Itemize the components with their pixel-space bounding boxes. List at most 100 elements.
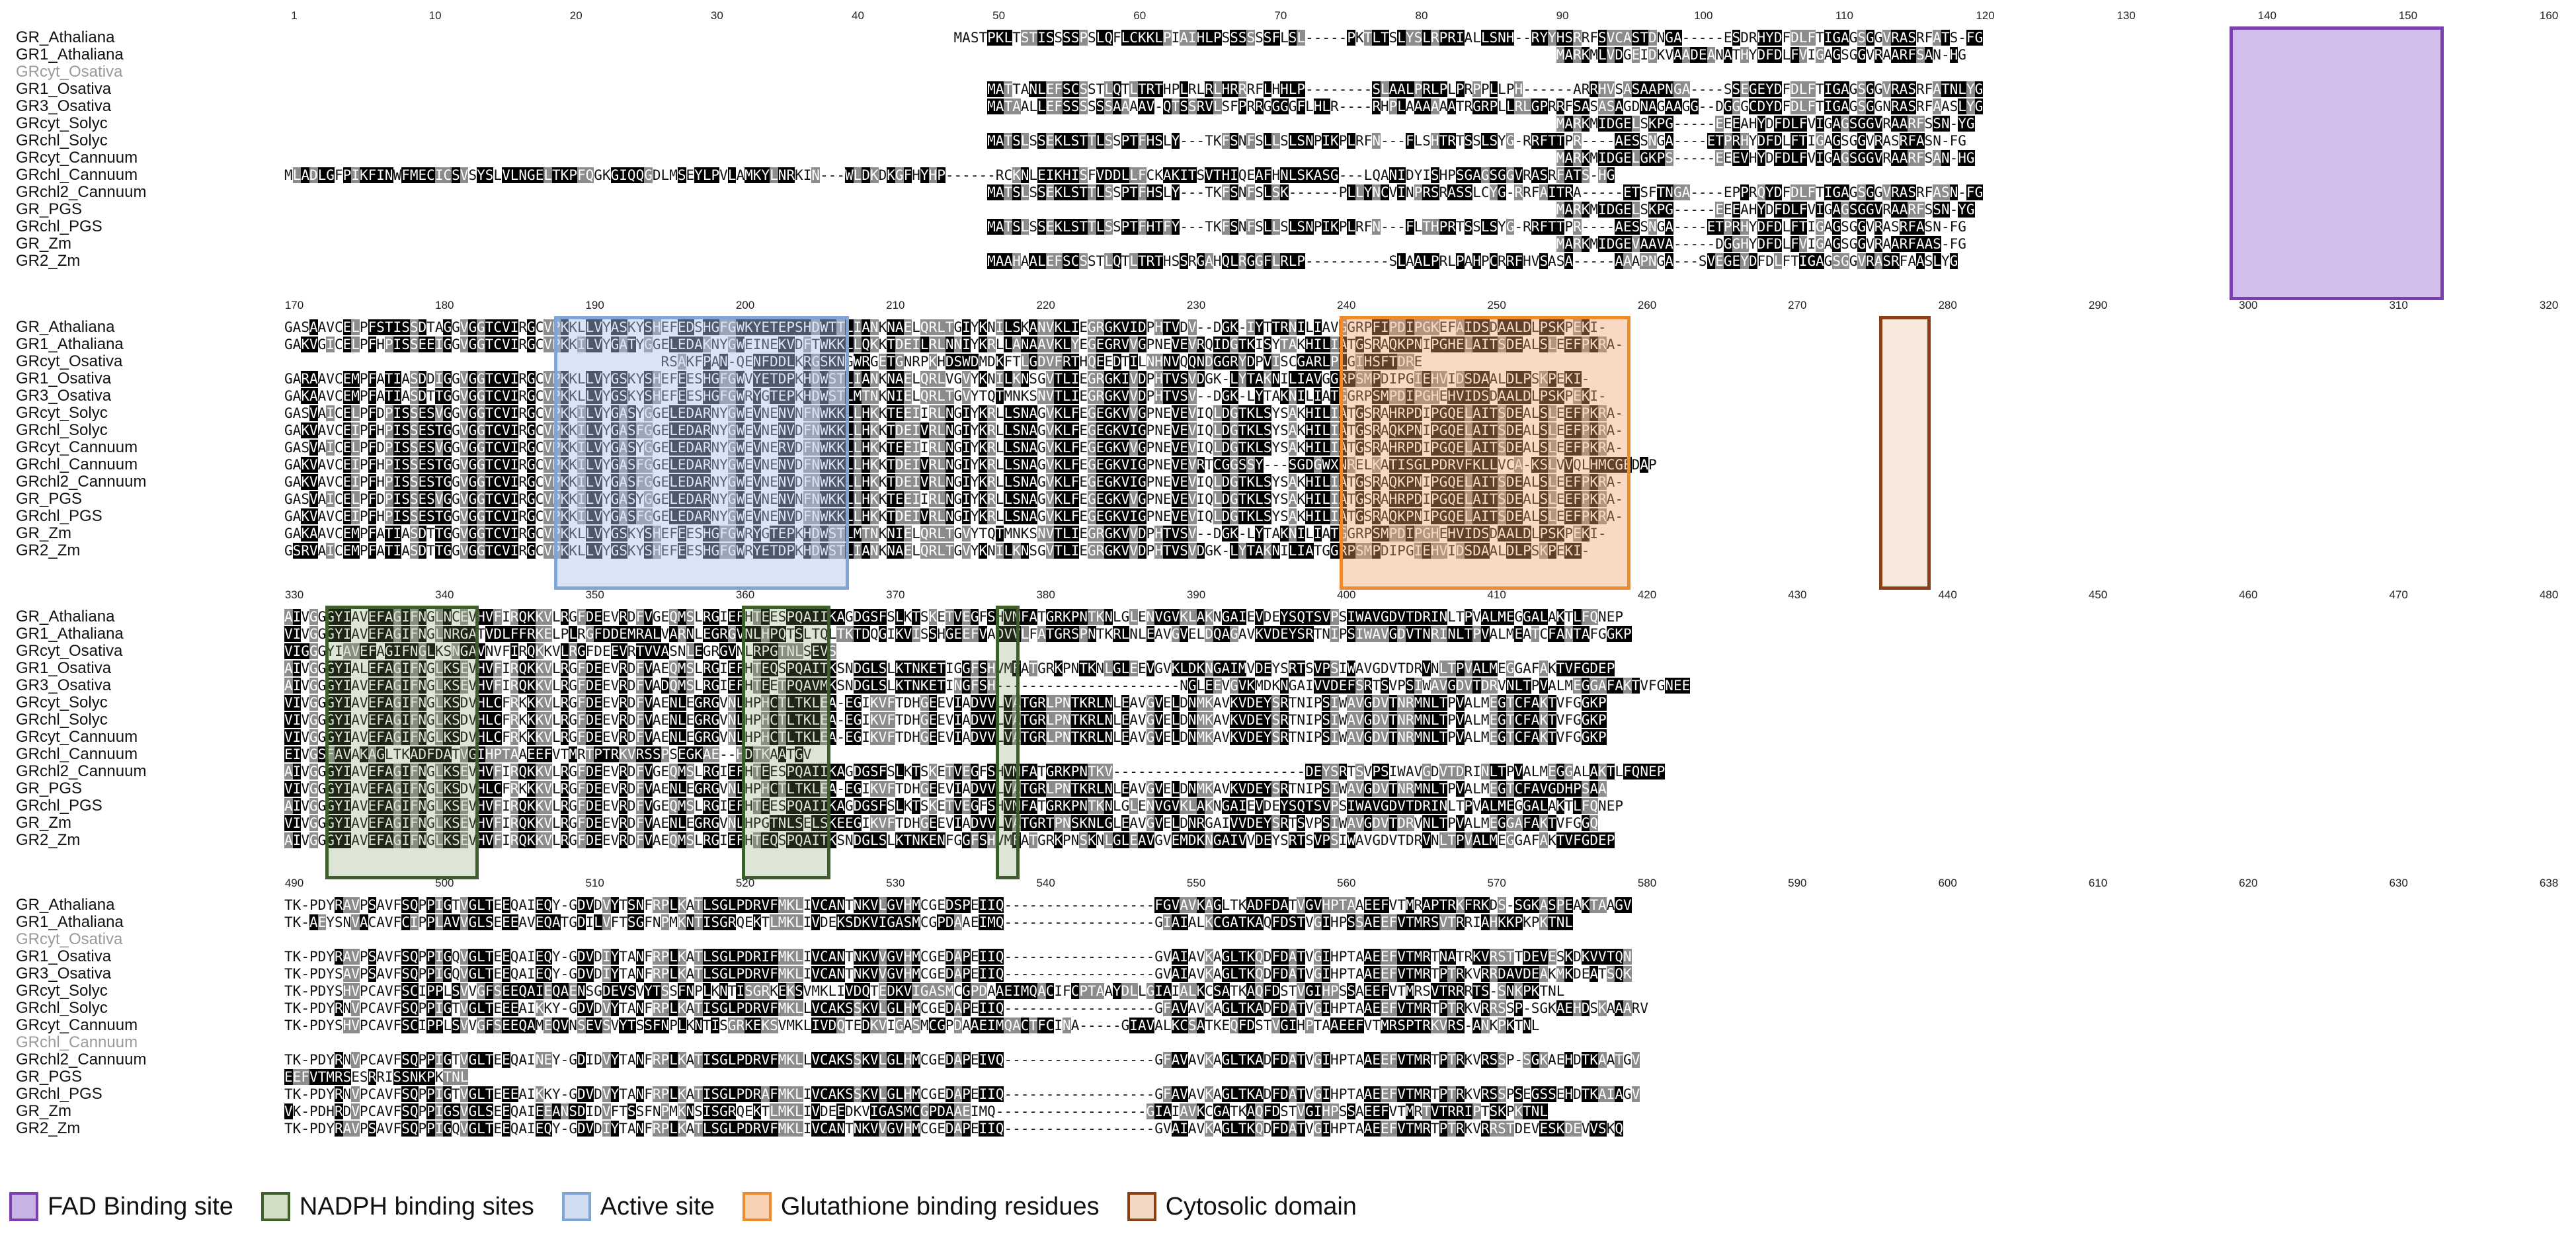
sequence-name: GRcyt_Osativa [16, 930, 123, 948]
sequence-name: GR2_Zm [16, 1119, 81, 1137]
ruler-tick-label: 200 [735, 299, 755, 311]
sequence-name: GR2_Zm [16, 541, 81, 559]
sequence-residues: AIVGGGYIAVEFAGIFNGLKSEVHVFIRQKKVLRGFDEEV… [284, 798, 1623, 814]
sequence-name: GR_Zm [16, 814, 71, 832]
legend-label-active-site: Active site [600, 1192, 715, 1221]
ruler-tick-label: 190 [585, 299, 604, 311]
sequence-name: GRchl2_Cannuum [16, 762, 147, 780]
sequence-name: GRchl_PGS [16, 507, 102, 525]
sequence-name: GR_PGS [16, 1068, 83, 1086]
ruler-tick-label: 590 [1788, 877, 1807, 889]
ruler-tick-label: 320 [2539, 299, 2559, 311]
ruler-tick-label: 140 [2257, 9, 2276, 22]
sequence-name: GRcyt_Osativa [16, 63, 123, 81]
sequence-residues: TK-PDYRNVPCAVFSQPPIGTVGLTEEEAIKKY-GDVDVY… [284, 1000, 1648, 1016]
sequence-residues: MATSLSSEKLSTTLSSPTFHTFY---TKFSNFSLLSLSNP… [987, 219, 1966, 235]
sequence-residues: VIVGGGYIAVEFAGIFNGLNRGATVDLFFRKELPLRGFDD… [284, 626, 1632, 642]
ruler-tick-label: 270 [1788, 299, 1807, 311]
ruler-tick-label: 290 [2088, 299, 2108, 311]
sequence-name: GRchl_Solyc [16, 132, 108, 149]
ruler-tick-label: 540 [1036, 877, 1055, 889]
sequence-residues: AIVGGGYIAVEFAGIFNGLNCEVHVFIRQKKVLRGFDEEV… [284, 609, 1623, 625]
sequence-name: GR1_Osativa [16, 659, 112, 677]
ruler-tick-label: 390 [1186, 588, 1206, 601]
sequence-name: GRchl_PGS [16, 218, 102, 235]
sequence-residues: GAKVGICELPFHPISSEEIGGVGGTCVIRGCVPKKILVYG… [284, 337, 1623, 352]
sequence-residues: TK-PDYRAVPSAVFSQPPIGQVGLTEEQAIEQY-GDVDIY… [284, 1121, 1623, 1137]
sequence-residues: TK-PDYRAVPSAVFSQPPIGQVGLTEEQAIEQY-GDVDIY… [284, 949, 1632, 965]
sequence-residues: VIGGGYIAVEFAGIFNGLKSNGAVNVFIRQKKVLRGFDEE… [284, 643, 837, 659]
sequence-residues: MARKMIDGELSKPG-----EEEAHYDFDLFVIGAGSGGVR… [1556, 116, 1975, 132]
sequence-residues: GASAAVCELPFSTISSDTAGGVGGTCVIRGCVPKKLLVYA… [284, 319, 1607, 335]
ruler-tick-label: 400 [1337, 588, 1356, 601]
sequence-residues: TK-PDYRNVPCAVFSQPPIGTVGLTEEEAIKKY-GDVDVY… [284, 1086, 1640, 1102]
sequence-name: GR_PGS [16, 490, 83, 508]
ruler-tick-label: 100 [1694, 9, 1713, 22]
ruler-tick-label: 260 [1637, 299, 1657, 311]
legend-label-fad: FAD Binding site [48, 1192, 233, 1221]
ruler-tick-label: 500 [435, 877, 454, 889]
sequence-name: GRchl_Cannuum [16, 456, 138, 473]
sequence-residues: TK-PDYSAVPSAVFSQPPIGQVGLTEEQAIEQY-GDVDIY… [284, 966, 1632, 982]
ruler-tick-label: 600 [1938, 877, 1957, 889]
sequence-name: GRcyt_Solyc [16, 982, 108, 1000]
sequence-residues: MAAHAALEFSCSSTLQTLTRTHSSRGAHQLRGGFLRLP--… [987, 253, 1958, 269]
legend-item-fad: FAD Binding site [9, 1192, 233, 1221]
cytosolic-domain-box [1879, 316, 1931, 590]
sequence-residues: VIVGGGYIAVEFAGIFNGLKSDVHLCFRKKKVLRGFDEEV… [284, 695, 1607, 711]
ruler-tick-label: 110 [1835, 9, 1853, 22]
sequence-residues: AIVGGGYIAVEFAGIFNGLKSEVHVFIRQKKVLRGFDEEV… [284, 764, 1666, 780]
nadph-binding-site-box-2 [742, 606, 830, 879]
sequence-residues: MATSLSSEKLSTTLSSPTFHSLY---TKFSNFSLSK----… [987, 184, 1984, 200]
sequence-residues: VIVGGGYIAVEFAGIFNGLKSDVHLCFRKKKVLRGFDEEV… [284, 729, 1607, 745]
sequence-name: GR1_Athaliana [16, 335, 124, 353]
ruler-tick-label: 530 [886, 877, 905, 889]
sequence-residues: AIVGGGYIAVEFAGIFNGLKSEVHVFIRQKKVLRGFDEEV… [284, 832, 1615, 848]
sequence-name: GRcyt_Solyc [16, 404, 108, 422]
ruler-tick-label: 370 [886, 588, 905, 601]
ruler-tick-label: 50 [992, 9, 1006, 22]
legend-swatch-nadph [261, 1192, 290, 1221]
sequence-name: GRchl_Cannuum [16, 745, 138, 763]
sequence-residues: GAKAAVCEMPFATIASDTTGGVGGTCVIRGCVPKKLLVYG… [284, 388, 1607, 404]
sequence-name: GR1_Athaliana [16, 625, 124, 643]
sequence-residues: MLADLGFPIKFINWFMECICSVSYSLVLNGELTKPFQGKG… [284, 167, 1615, 183]
ruler-tick-label: 330 [284, 588, 304, 601]
sequence-residues: VIVGGGYIAVEFAGIFNGLKSDVHLCFRKKKVLRGFDEEV… [284, 712, 1607, 728]
sequence-name: GR3_Osativa [16, 676, 112, 694]
ruler-tick-label: 310 [2389, 299, 2408, 311]
ruler-tick-label: 240 [1337, 299, 1356, 311]
legend-item-active-site: Active site [561, 1192, 715, 1221]
sequence-residues: GASVAICELPFDPISSESVGGVGGTCVIRGCVPKKILVYG… [284, 491, 1623, 507]
sequence-name: GRcyt_Cannuum [16, 728, 138, 746]
ruler-tick-label: 560 [1337, 877, 1356, 889]
sequence-name: GRcyt_Osativa [16, 352, 123, 370]
sequence-name: GR_PGS [16, 200, 83, 218]
sequence-name: GR_Zm [16, 524, 71, 542]
sequence-residues: GAKVAVCEIPFHPISSESTGGVGGTCVIRGCVPKKILVYG… [284, 422, 1623, 438]
legend-label-cytosolic: Cytosolic domain [1165, 1192, 1357, 1221]
legend-label-glutathione: Glutathione binding residues [780, 1192, 1100, 1221]
sequence-residues: TK-PDYRNVPCAVFSQPPIGTVGLTEEQAINEY-GDIDVY… [284, 1052, 1640, 1068]
ruler-tick-label: 60 [1133, 9, 1147, 22]
ruler-tick-label: 480 [2539, 588, 2559, 601]
sequence-name: GR2_Zm [16, 252, 81, 270]
ruler-tick-label: 470 [2389, 588, 2408, 601]
ruler-tick-label: 20 [569, 9, 583, 22]
sequence-residues: EIVGSFAVAKAGLTKADFDATVGIHPTAAEEFVTMRTPTR… [284, 746, 812, 762]
sequence-residues: TK-AEYSNVACAVFCIPPLAVVGLSEEEAVEQATGDILVF… [284, 914, 1574, 930]
sequence-name: GRchl_Solyc [16, 421, 108, 439]
ruler-tick-label: 250 [1487, 299, 1506, 311]
sequence-name: GRcyt_Cannuum [16, 149, 138, 167]
sequence-name: GR1_Athaliana [16, 913, 124, 931]
sequence-residues: EEFVTMRSESRRISSNKPKTNL [284, 1069, 469, 1085]
sequence-name: GR_Zm [16, 1102, 71, 1120]
sequence-residues: MARKMIDGELGKPS-----EEEVHYDFDLFVIGAGSGGVR… [1556, 150, 1975, 166]
ruler-tick-label: 440 [1938, 588, 1957, 601]
ruler-tick-label: 410 [1487, 588, 1506, 601]
nadph-binding-site-box-3 [996, 606, 1020, 879]
ruler-tick-label: 520 [735, 877, 755, 889]
ruler-tick-label: 350 [585, 588, 604, 601]
legend-swatch-active-site [561, 1192, 591, 1221]
legend-swatch-fad [9, 1192, 38, 1221]
